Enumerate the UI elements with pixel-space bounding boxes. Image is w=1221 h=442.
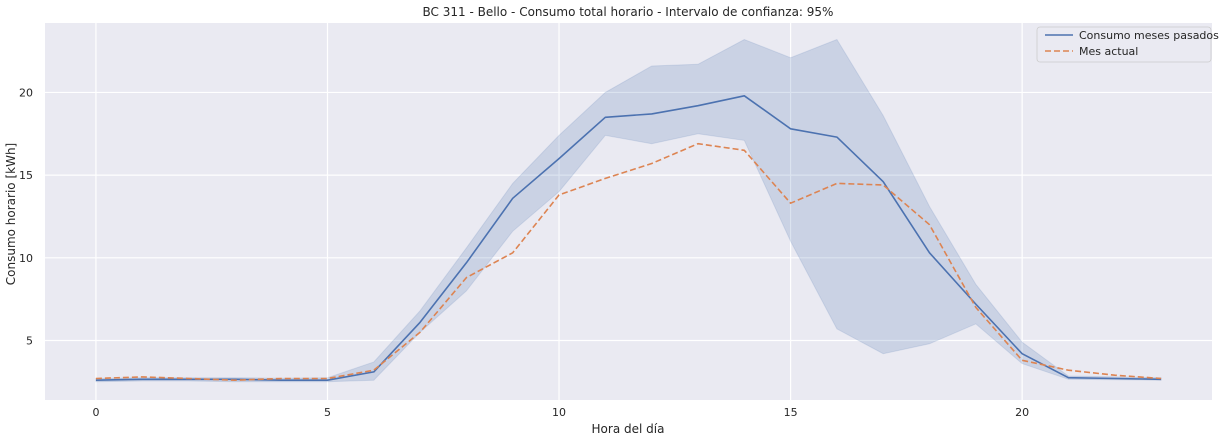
legend-label-mes-actual: Mes actual bbox=[1079, 45, 1138, 58]
series-line-0 bbox=[95, 95, 1162, 382]
chart-title: BC 311 - Bello - Consumo total horario -… bbox=[423, 5, 834, 19]
legend: Consumo meses pasados Mes actual bbox=[1036, 26, 1219, 63]
plot-background bbox=[45, 23, 1212, 400]
y-tick-label-20: 20 bbox=[19, 86, 33, 99]
y-tick-label-5: 5 bbox=[26, 334, 33, 347]
tick-labels: 0 5 10 15 20 5 10 15 20 bbox=[19, 86, 1029, 419]
y-tick-label-10: 10 bbox=[19, 252, 33, 265]
legend-label-consumo-meses-pasados: Consumo meses pasados bbox=[1079, 29, 1219, 42]
x-tick-label-15: 15 bbox=[784, 406, 798, 419]
y-axis-label: Consumo horario [kWh] bbox=[4, 143, 18, 285]
legend-box bbox=[1036, 26, 1212, 63]
x-tick-label-5: 5 bbox=[324, 406, 331, 419]
x-tick-label-10: 10 bbox=[552, 406, 566, 419]
x-tick-label-0: 0 bbox=[92, 406, 99, 419]
y-tick-label-15: 15 bbox=[19, 169, 33, 182]
x-axis-label: Hora del día bbox=[592, 422, 665, 436]
grid-lines bbox=[45, 23, 1212, 400]
series-lines bbox=[95, 95, 1162, 382]
series-line-1 bbox=[95, 142, 1162, 382]
x-tick-label-20: 20 bbox=[1015, 406, 1029, 419]
